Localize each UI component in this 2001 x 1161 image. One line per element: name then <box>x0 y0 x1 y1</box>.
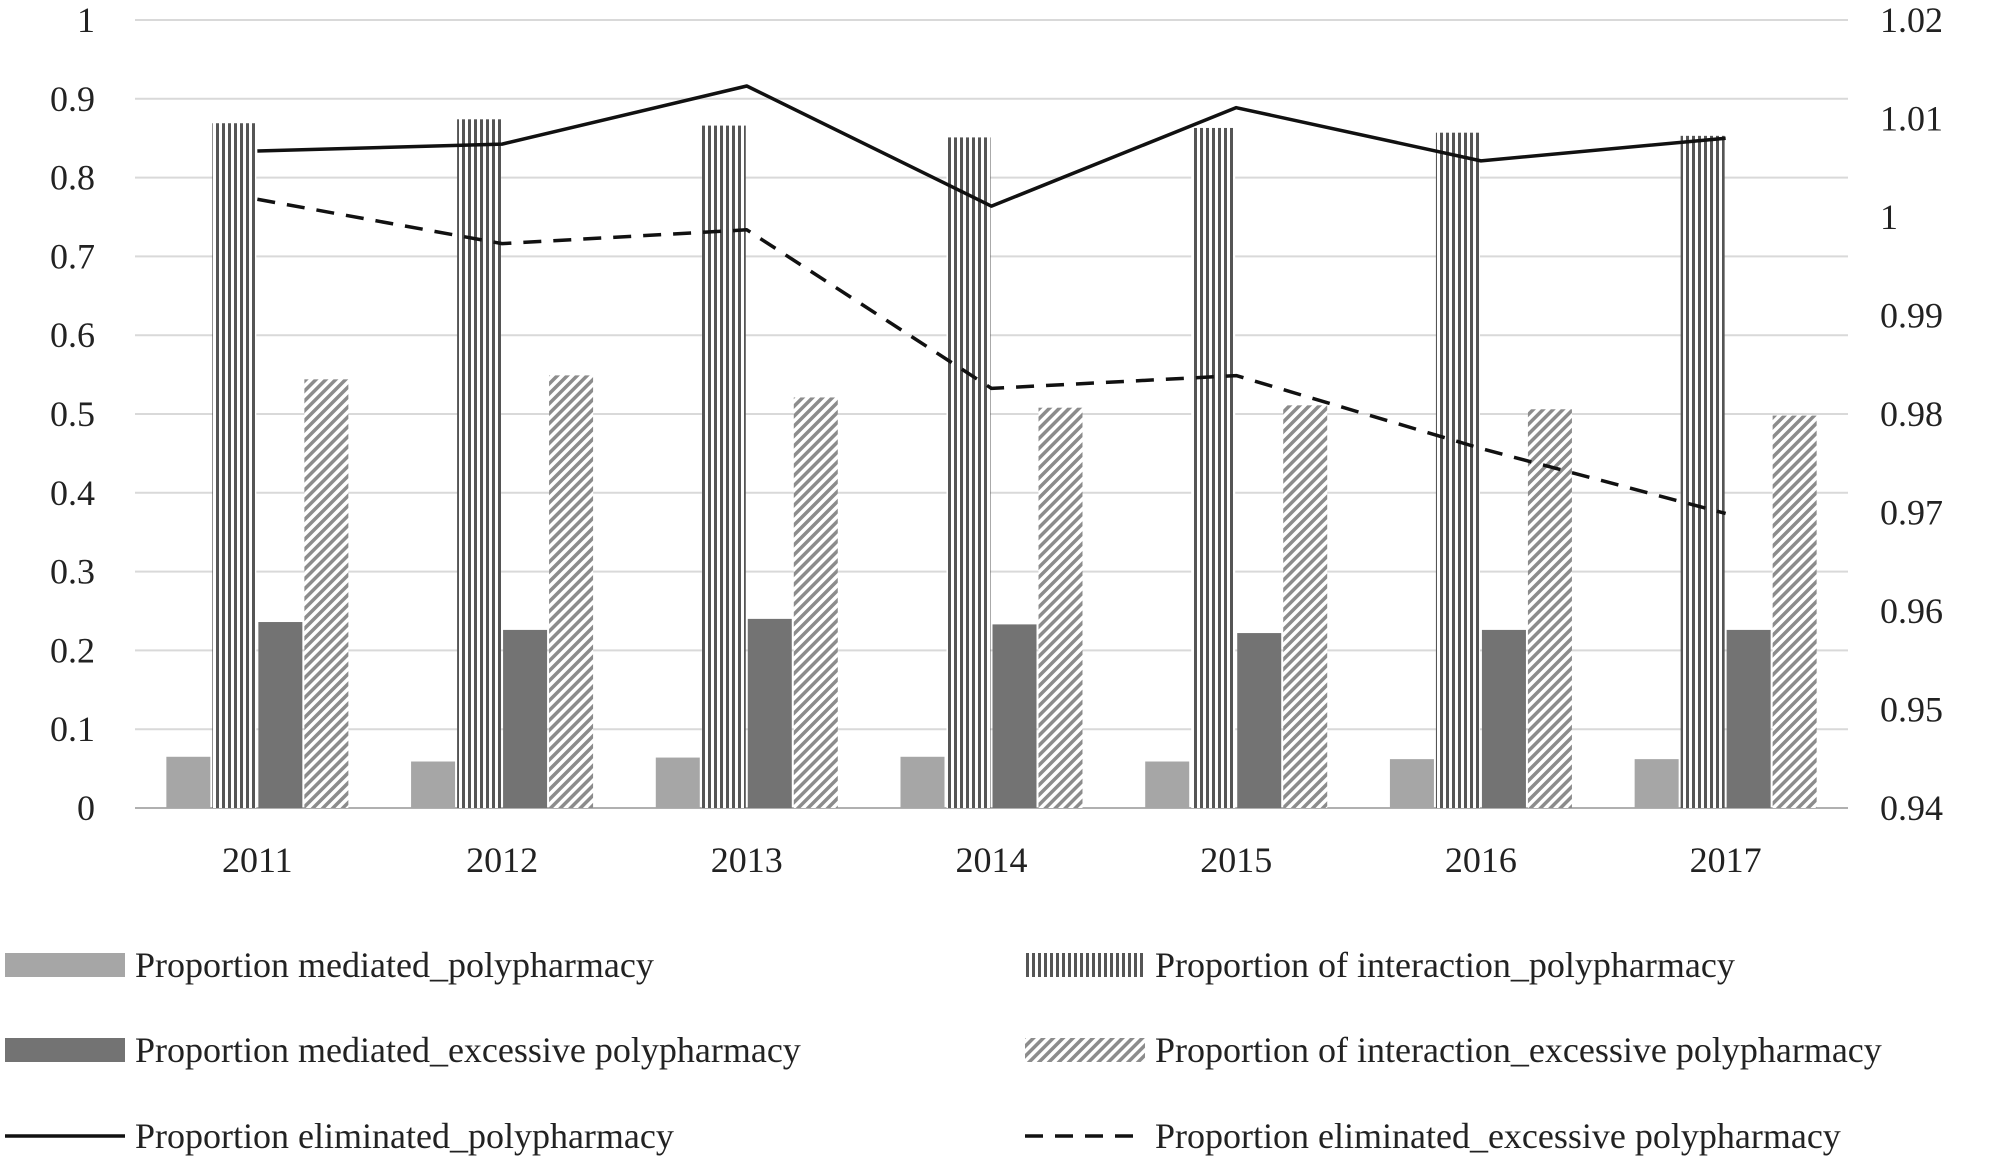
legend-swatch <box>1025 1038 1145 1062</box>
x-tick-label: 2016 <box>1445 840 1517 880</box>
y-right-tick-label: 0.97 <box>1880 493 1943 533</box>
y-right-tick-label: 0.94 <box>1880 788 1943 828</box>
y-right-tick-label: 1 <box>1880 197 1898 237</box>
x-tick-label: 2017 <box>1690 840 1762 880</box>
y-left-tick-label: 0.1 <box>50 709 95 749</box>
bar <box>1237 633 1282 808</box>
bar <box>1772 415 1817 808</box>
y-left-tick-label: 0.9 <box>50 79 95 119</box>
bar <box>1435 132 1480 808</box>
y-left-tick-label: 0.8 <box>50 158 95 198</box>
x-tick-label: 2012 <box>466 840 538 880</box>
bar <box>411 761 456 808</box>
bar <box>457 119 502 808</box>
bar <box>793 397 838 808</box>
legend-label: Proportion of interaction_excessive poly… <box>1155 1030 1882 1070</box>
legend-swatch <box>5 1038 125 1062</box>
bar <box>946 137 991 809</box>
x-axis: 2011 2012 2013 2014 2015 2016 2017 <box>222 840 1762 880</box>
bar <box>701 125 746 809</box>
y-right-tick-label: 0.99 <box>1880 296 1943 336</box>
legend-label: Proportion of interaction_polypharmacy <box>1155 945 1735 985</box>
bar <box>900 756 945 808</box>
bar <box>549 375 594 808</box>
y-axis-left: 0 0.1 0.2 0.3 0.4 0.5 0.6 0.7 0.8 0.9 1 <box>50 0 95 828</box>
bar <box>992 624 1037 808</box>
gridlines <box>135 19 1848 809</box>
line-eliminated-excessive <box>257 197 1727 516</box>
bar <box>1389 759 1434 808</box>
lines <box>257 84 1727 516</box>
bar <box>503 629 548 808</box>
bar <box>1680 135 1725 808</box>
y-left-tick-label: 0.5 <box>50 394 95 434</box>
y-right-tick-label: 0.96 <box>1880 591 1943 631</box>
y-left-tick-label: 0.6 <box>50 315 95 355</box>
legend-label: Proportion mediated_excessive polypharma… <box>135 1030 801 1070</box>
bar <box>166 756 211 808</box>
y-right-tick-label: 0.98 <box>1880 394 1943 434</box>
y-left-tick-label: 0.2 <box>50 630 95 670</box>
y-left-tick-label: 1 <box>77 0 95 40</box>
bar <box>1191 127 1236 809</box>
line-eliminated <box>257 84 1726 208</box>
bar <box>212 123 257 808</box>
legend-swatch <box>1025 953 1145 977</box>
x-tick-label: 2014 <box>956 840 1028 880</box>
bar <box>655 757 700 808</box>
x-tick-label: 2011 <box>222 840 293 880</box>
x-tick-label: 2015 <box>1200 840 1272 880</box>
bar <box>747 618 792 808</box>
y-left-tick-label: 0 <box>77 788 95 828</box>
y-right-tick-label: 0.95 <box>1880 690 1943 730</box>
bar <box>304 379 349 808</box>
legend: Proportion mediated_polypharmacy Proporti… <box>5 945 1882 1156</box>
bars <box>166 119 1817 809</box>
bar <box>1038 407 1083 808</box>
y-right-tick-label: 1.02 <box>1880 0 1943 40</box>
bar <box>1527 409 1572 808</box>
legend-label: Proportion eliminated_polypharmacy <box>135 1116 674 1156</box>
y-axis-right: 0.94 0.95 0.96 0.97 0.98 0.99 1 1.01 1.02 <box>1880 0 1943 828</box>
y-left-tick-label: 0.4 <box>50 473 95 513</box>
bar <box>1283 405 1328 808</box>
x-tick-label: 2013 <box>711 840 783 880</box>
bar <box>258 622 303 808</box>
legend-label: Proportion eliminated_excessive polyphar… <box>1155 1116 1841 1156</box>
legend-label: Proportion mediated_polypharmacy <box>135 945 654 985</box>
bar <box>1634 759 1679 808</box>
bar <box>1481 629 1526 808</box>
bar <box>1726 629 1771 808</box>
legend-swatch <box>5 953 125 977</box>
bar <box>1145 761 1190 808</box>
y-left-tick-label: 0.7 <box>50 236 95 276</box>
y-left-tick-label: 0.3 <box>50 552 95 592</box>
y-right-tick-label: 1.01 <box>1880 99 1943 139</box>
